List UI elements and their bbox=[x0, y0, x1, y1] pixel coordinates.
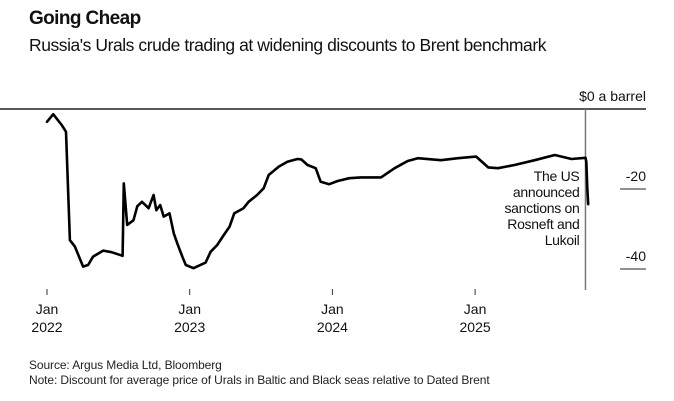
annotation-text: sanctions on bbox=[504, 200, 579, 216]
y-tick-label: -20 bbox=[626, 168, 646, 184]
urals-discount-line bbox=[45, 112, 590, 270]
y-tick-label: $0 a barrel bbox=[579, 88, 646, 104]
x-tick-year: 2025 bbox=[460, 319, 491, 335]
annotation-text: announced bbox=[513, 184, 580, 200]
x-tick-year: 2022 bbox=[31, 319, 62, 335]
x-tick-month: Jan bbox=[464, 301, 487, 317]
annotation-text: The US bbox=[534, 168, 580, 184]
source-text: Source: Argus Media Ltd, Bloomberg bbox=[29, 358, 222, 372]
note-text: Note: Discount for average price of Ural… bbox=[29, 373, 490, 387]
x-tick-year: 2024 bbox=[317, 319, 348, 335]
y-tick-label: -40 bbox=[626, 248, 646, 264]
x-tick-month: Jan bbox=[36, 301, 59, 317]
chart-subtitle: Russia's Urals crude trading at widening… bbox=[29, 35, 547, 55]
x-tick-month: Jan bbox=[178, 301, 201, 317]
x-tick-year: 2023 bbox=[174, 319, 205, 335]
chart-title: Going Cheap bbox=[29, 8, 141, 29]
x-tick-month: Jan bbox=[321, 301, 344, 317]
annotation-text: Rosneft and bbox=[507, 216, 579, 232]
annotation-text: Lukoil bbox=[545, 232, 580, 248]
